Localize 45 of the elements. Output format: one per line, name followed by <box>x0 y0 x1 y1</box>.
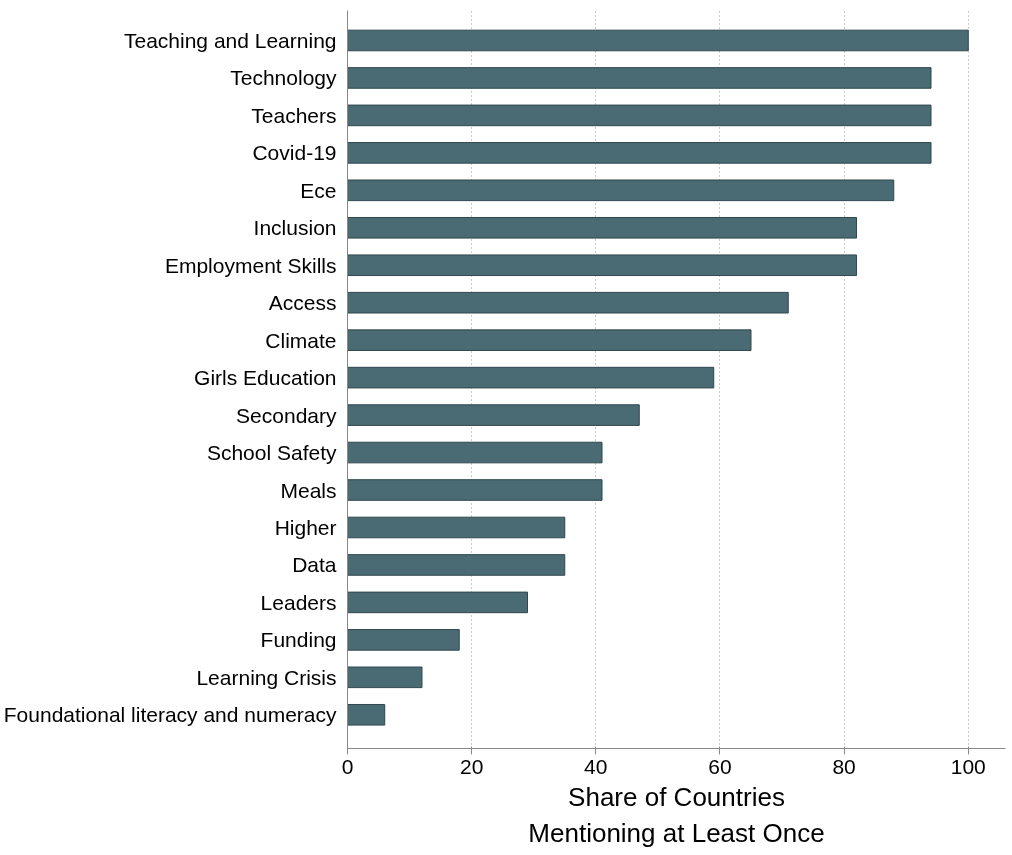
y-tick-label: Meals <box>280 478 337 502</box>
y-tick-label: Inclusion <box>253 216 337 240</box>
bar <box>347 329 752 351</box>
y-tick-label: Learning Crisis <box>196 665 337 689</box>
y-tick-label: Covid-19 <box>252 141 337 165</box>
bar <box>347 666 423 689</box>
bar <box>347 67 932 89</box>
y-tick-label: Access <box>268 291 337 315</box>
bar <box>347 254 858 277</box>
y-tick-label: Teaching and Learning <box>124 28 337 52</box>
x-tick-label: 40 <box>584 754 608 778</box>
bar <box>347 591 529 614</box>
bar <box>347 441 603 464</box>
bar <box>347 104 932 127</box>
bar <box>347 142 932 164</box>
y-tick-label: School Safety <box>206 441 337 465</box>
bar <box>347 29 969 52</box>
y-tick-label: Employment Skills <box>164 253 337 277</box>
y-tick-label: Funding <box>260 628 337 652</box>
bar <box>347 366 715 389</box>
x-tick-label: 60 <box>708 754 732 778</box>
y-tick-label: Secondary <box>236 403 337 427</box>
y-tick-label: Data <box>292 553 337 577</box>
y-tick-label: Technology <box>230 66 337 90</box>
x-tick-label: 100 <box>950 754 986 778</box>
x-tick-label: 80 <box>832 754 856 778</box>
bar <box>347 404 640 426</box>
bar <box>347 216 858 239</box>
bar <box>347 554 566 576</box>
bar <box>347 291 789 314</box>
x-tick-label: 0 <box>341 754 354 778</box>
bar <box>347 629 460 651</box>
bar <box>347 479 603 501</box>
bar <box>347 179 895 202</box>
y-tick-label: Girls Education <box>194 366 337 390</box>
bar <box>347 516 566 539</box>
x-axis-title: Share of Countries Mentioning at Least Once <box>528 781 825 848</box>
y-tick-label: Foundational literacy and numeracy <box>3 703 337 727</box>
y-tick-label: Ece <box>300 178 337 202</box>
bar <box>347 703 386 726</box>
y-tick-label: Climate <box>265 328 337 352</box>
x-tick-label: 20 <box>459 754 484 778</box>
y-tick-label: Teachers <box>251 103 337 127</box>
y-tick-label: Higher <box>274 515 337 539</box>
y-tick-label: Leaders <box>260 590 337 614</box>
